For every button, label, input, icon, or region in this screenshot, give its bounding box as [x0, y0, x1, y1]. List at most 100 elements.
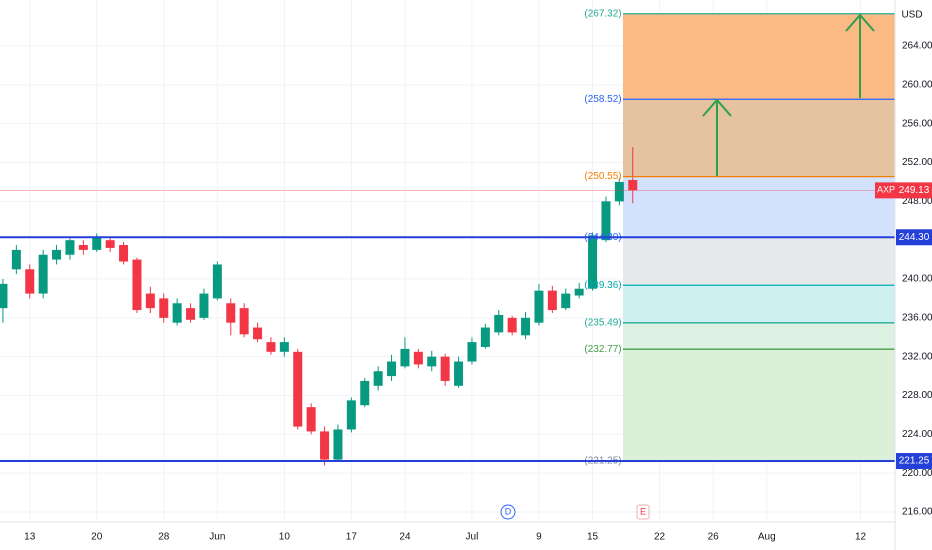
level-label: (250.55)	[584, 171, 621, 182]
level-zone	[623, 322, 895, 350]
candle-body	[373, 371, 383, 386]
event-marker	[500, 504, 516, 520]
level-label: (239.36)	[584, 280, 621, 291]
x-tick-label: 12	[855, 532, 867, 543]
y-tick-label: 248.00	[902, 196, 932, 207]
level-zone	[623, 349, 895, 462]
candle-body	[25, 269, 35, 294]
event-marker	[636, 504, 650, 520]
x-tick-label: Jul	[466, 532, 479, 543]
symbol-badge	[875, 182, 897, 199]
candle-body	[92, 237, 102, 250]
x-tick-label: 15	[587, 532, 599, 543]
price-badge	[896, 229, 932, 246]
level-label: (258.52)	[584, 94, 621, 105]
candle-body	[413, 351, 423, 365]
last-price-badge	[897, 182, 932, 199]
y-tick-label: 216.00	[902, 507, 932, 518]
x-tick-label: Jun	[209, 532, 225, 543]
candle-body	[507, 317, 517, 333]
candle-body	[119, 245, 129, 262]
candle-body	[0, 283, 8, 309]
candle-body	[132, 259, 142, 311]
symbol-label: AXP	[877, 185, 895, 195]
candle-body	[279, 342, 289, 352]
level-label: (235.49)	[584, 317, 621, 328]
candle-body	[588, 235, 598, 289]
candle-body	[561, 293, 571, 309]
y-tick-label: 240.00	[902, 274, 932, 285]
candle-body	[467, 342, 477, 362]
candle-body	[346, 400, 356, 430]
x-tick-label: 13	[24, 532, 36, 543]
candle-body	[253, 327, 263, 340]
candle-body	[320, 431, 330, 460]
candle-body	[427, 356, 437, 367]
level-zone	[623, 237, 895, 286]
y-tick-label: 260.00	[902, 79, 932, 90]
candle-body	[105, 240, 115, 248]
candle-body	[145, 293, 155, 309]
candle-body	[400, 348, 410, 367]
x-tick-label: 28	[158, 532, 170, 543]
x-tick-label: 17	[346, 532, 358, 543]
level-zone	[623, 99, 895, 177]
arrow	[845, 13, 875, 98]
level-zone	[623, 176, 895, 238]
x-tick-label: 10	[279, 532, 291, 543]
event-label: D	[505, 506, 512, 516]
candle-body	[239, 308, 249, 335]
candle-body	[172, 303, 182, 323]
candle-body	[212, 264, 222, 299]
price-badge-label: 221.25	[899, 456, 930, 467]
candle-body	[306, 407, 316, 432]
price-badge-label: 244.30	[899, 232, 930, 243]
y-tick-label: 252.00	[902, 157, 932, 168]
y-tick-label: 256.00	[902, 118, 932, 129]
candle-body	[38, 254, 48, 294]
candle-body	[601, 201, 611, 241]
last-price-label: 249.13	[899, 185, 930, 196]
level-zone	[623, 13, 895, 100]
y-tick-label: 232.00	[902, 351, 932, 362]
candle-body	[521, 317, 531, 336]
y-tick-label: 228.00	[902, 390, 932, 401]
candle-body	[78, 245, 88, 250]
candle-body	[614, 181, 624, 202]
x-tick-label: 24	[399, 532, 411, 543]
candle-body	[293, 351, 303, 427]
target-arrows	[702, 13, 875, 176]
candle-body	[387, 361, 397, 377]
candle-body	[11, 249, 21, 270]
candle-body	[226, 303, 236, 323]
candle-body	[534, 290, 544, 323]
y-tick-label: 224.00	[902, 429, 932, 440]
level-label: (267.32)	[584, 8, 621, 19]
y-tick-label: 264.00	[902, 41, 932, 52]
price-badge	[896, 453, 932, 470]
candle-body	[547, 290, 557, 311]
candle-body	[52, 249, 62, 260]
x-tick-label: 26	[708, 532, 720, 543]
candle-body	[159, 298, 169, 318]
x-tick-label: 20	[91, 532, 103, 543]
candle-body	[333, 429, 343, 460]
currency-label: USD	[901, 10, 922, 21]
candle-body	[360, 380, 370, 406]
candle-body	[440, 356, 450, 381]
candle-body	[186, 308, 196, 320]
x-tick-label: Aug	[758, 532, 776, 543]
candle-body	[266, 342, 276, 352]
candle-body	[65, 240, 75, 255]
candle-body	[199, 293, 209, 318]
level-label: (232.77)	[584, 344, 621, 355]
event-label: E	[640, 506, 646, 516]
candle-body	[494, 314, 504, 333]
candle-body	[454, 361, 464, 386]
candle-body	[480, 327, 490, 347]
x-tick-label: 9	[536, 532, 542, 543]
arrow	[702, 98, 732, 176]
y-tick-label: 220.00	[902, 468, 932, 479]
candle-body	[574, 288, 584, 296]
